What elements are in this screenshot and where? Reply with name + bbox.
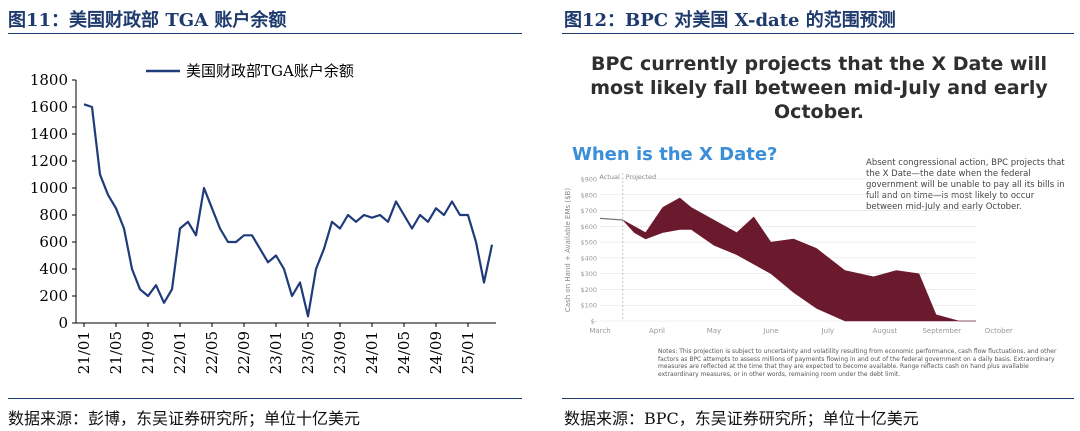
y-tick-label: 1600 bbox=[30, 98, 68, 116]
x-tick-label: 22/05 bbox=[203, 331, 221, 374]
x-tick-label: 23/01 bbox=[267, 331, 285, 374]
projected-label: Projected bbox=[626, 173, 656, 181]
y-tick-label: $100 bbox=[580, 302, 597, 310]
y-tick-label: $500 bbox=[580, 239, 597, 247]
x-tick-label: 21/01 bbox=[75, 331, 93, 374]
x-tick-label: 24/09 bbox=[427, 331, 445, 374]
y-tick-label: 1000 bbox=[30, 179, 68, 197]
y-tick-label: $200 bbox=[580, 286, 597, 294]
x-tick-label: August bbox=[873, 327, 898, 335]
x-tick-label: 23/09 bbox=[331, 331, 349, 374]
right-title-rule bbox=[562, 33, 1074, 34]
x-tick-label: March bbox=[589, 327, 610, 335]
x-tick-label: June bbox=[762, 327, 778, 335]
y-tick-label: $800 bbox=[580, 191, 597, 199]
xdate-projection-chart: $- $100 $200 $300 $400 $500 $600 $700 $800 $900 Ma… bbox=[564, 173, 1013, 335]
y-tick-label: 600 bbox=[39, 233, 68, 251]
x-tick-label: September bbox=[922, 327, 961, 335]
bpc-xdate-figure: BPC currently projects that the X Date w… bbox=[558, 34, 1080, 389]
tga-balance-chart: 0 200 400 600 800 1000 1200 1400 1600 1800 21/01 21… bbox=[30, 62, 496, 374]
x-tick-label: April bbox=[649, 327, 665, 335]
x-tick-label: 24/01 bbox=[363, 331, 381, 374]
y-tick-label: 1800 bbox=[30, 71, 68, 89]
left-title-rule bbox=[8, 33, 522, 34]
left-source-note: 数据来源：彭博，东吴证券研究所；单位十亿美元 bbox=[8, 409, 361, 428]
y-axis-label: Cash on Hand + Available EMs ($B) bbox=[564, 188, 572, 312]
x-tick-label: 23/05 bbox=[299, 331, 317, 374]
y-tick-label: $700 bbox=[580, 207, 597, 215]
y-tick-label: 800 bbox=[39, 206, 68, 224]
x-tick-label: October bbox=[985, 327, 1013, 335]
tga-balance-line bbox=[83, 103, 494, 318]
y-tick-label: $900 bbox=[580, 176, 597, 184]
left-figure-title: 图11：美国财政部 TGA 账户余额 bbox=[8, 10, 287, 31]
y-tick-label: 200 bbox=[39, 287, 68, 305]
bpc-explanation: Absent congressional action, BPC project… bbox=[866, 158, 1065, 212]
x-tick-label: 21/05 bbox=[107, 331, 125, 374]
x-tick-label: July bbox=[821, 327, 835, 335]
bpc-headline-line-3: October. bbox=[774, 101, 864, 123]
x-tick-label: 22/01 bbox=[171, 331, 189, 374]
right-source-note: 数据来源：BPC，东吴证券研究所；单位十亿美元 bbox=[564, 409, 919, 428]
actual-cash-line bbox=[599, 217, 623, 221]
bpc-footnote: Notes: This projection is subject to unc… bbox=[658, 348, 1057, 378]
legend-label: 美国财政部TGA账户余额 bbox=[186, 62, 354, 80]
y-tick-label: 1200 bbox=[30, 152, 68, 170]
y-tick-label: 1400 bbox=[30, 125, 68, 143]
y-tick-label: $400 bbox=[580, 254, 597, 262]
bpc-headline-line-1: BPC currently projects that the X Date w… bbox=[591, 53, 1047, 75]
right-figure-title: 图12：BPC 对美国 X-date 的范围预测 bbox=[564, 10, 896, 31]
x-tick-label: 21/09 bbox=[139, 331, 157, 374]
y-tick-label: 400 bbox=[39, 260, 68, 278]
x-tick-label: May bbox=[707, 327, 721, 335]
bpc-headline-line-2: most likely fall between mid-July and ea… bbox=[590, 77, 1048, 99]
y-tick-label: $300 bbox=[580, 270, 597, 278]
x-tick-label: 25/01 bbox=[459, 331, 477, 374]
x-tick-label: 22/09 bbox=[235, 331, 253, 374]
x-tick-label: 24/05 bbox=[395, 331, 413, 374]
y-tick-label: 0 bbox=[58, 314, 68, 332]
y-tick-label: $- bbox=[591, 318, 598, 326]
right-source-rule bbox=[562, 398, 1074, 399]
xdate-question: When is the X Date? bbox=[572, 144, 778, 165]
projection-range-area bbox=[622, 197, 976, 322]
actual-label: Actual bbox=[599, 173, 620, 181]
left-source-rule bbox=[8, 398, 522, 399]
y-tick-label: $600 bbox=[580, 223, 597, 231]
